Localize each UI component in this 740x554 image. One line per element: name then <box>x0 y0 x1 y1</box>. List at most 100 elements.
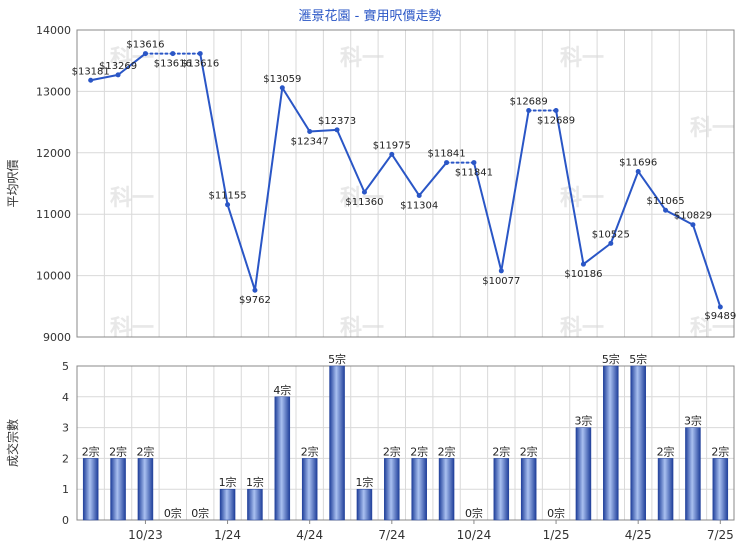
x-tick-label: 10/24 <box>457 528 492 542</box>
volume-data-label: 3宗 <box>574 414 592 428</box>
volume-bar <box>630 365 646 521</box>
watermark-text: 科一 <box>340 186 384 211</box>
price-plot-frame <box>76 29 735 338</box>
price-chart: 14000130001200011000100009000平均呎價$13181$… <box>6 24 736 344</box>
price-series-line-segment <box>500 109 530 272</box>
volume-data-label: 5宗 <box>328 352 346 366</box>
price-data-point <box>88 77 94 83</box>
x-tick-label: 4/25 <box>625 528 652 542</box>
volume-plot-frame <box>76 365 735 521</box>
price-data-label: $13616 <box>181 59 219 70</box>
price-data-label: $11304 <box>400 201 438 212</box>
price-data-point <box>471 160 477 166</box>
price-data-point <box>608 240 614 246</box>
x-tick-label: 1/25 <box>543 528 570 542</box>
price-y-tick-label: 9000 <box>43 331 71 344</box>
price-data-label: $12347 <box>291 136 329 147</box>
volume-data-label: 4宗 <box>273 383 291 397</box>
price-data-point <box>170 51 176 57</box>
volume-bar <box>685 427 701 521</box>
price-data-point <box>197 51 203 57</box>
price-data-point <box>416 193 422 199</box>
watermark-text: 科一 <box>690 116 734 141</box>
volume-data-label: 0宗 <box>191 506 209 520</box>
volume-bar <box>438 458 455 521</box>
volume-bar <box>247 488 263 521</box>
price-data-label: $11696 <box>619 157 657 168</box>
price-data-point <box>389 151 395 157</box>
price-data-label: $11065 <box>646 196 684 207</box>
volume-bar <box>493 458 510 521</box>
volume-data-label: 1宗 <box>246 475 264 489</box>
volume-y-tick-label: 3 <box>62 422 69 435</box>
price-data-point <box>635 168 641 174</box>
x-tick-label: 7/25 <box>707 528 734 542</box>
price-data-point <box>717 304 723 310</box>
volume-data-label: 1宗 <box>219 475 237 489</box>
price-data-label: $10077 <box>482 276 520 287</box>
price-data-label: $13269 <box>99 61 137 72</box>
price-data-label: $10525 <box>592 229 630 240</box>
volume-bar <box>219 488 236 521</box>
volume-bar <box>712 458 729 521</box>
volume-bar <box>329 365 345 521</box>
volume-y-tick-label: 2 <box>62 452 69 465</box>
volume-data-label: 5宗 <box>602 352 620 366</box>
price-data-label: $9762 <box>239 295 271 306</box>
volume-bar <box>520 458 537 521</box>
price-data-label: $13616 <box>126 40 164 51</box>
price-data-label: $9489 <box>704 311 736 322</box>
price-series-line-segment <box>363 153 393 194</box>
volume-bar <box>603 365 619 521</box>
volume-bar <box>82 458 99 521</box>
volume-bar <box>384 458 400 521</box>
volume-data-label: 2宗 <box>82 444 100 458</box>
price-y-tick-label: 10000 <box>36 270 71 283</box>
volume-data-label: 2宗 <box>657 444 675 458</box>
price-series-line-segment <box>308 128 339 133</box>
price-data-point <box>334 127 340 133</box>
price-data-point <box>580 261 586 267</box>
price-data-label: $10186 <box>564 269 602 280</box>
price-series-line-segment <box>253 86 284 292</box>
price-data-label: $13181 <box>72 66 110 77</box>
price-data-label: $11155 <box>208 191 246 202</box>
volume-bar <box>657 458 674 521</box>
price-series-line-segment <box>89 73 120 82</box>
price-series-line-segment <box>390 153 421 197</box>
x-tick-label: 4/24 <box>296 528 323 542</box>
volume-y-tick-label: 1 <box>62 483 69 496</box>
price-data-point <box>498 268 504 274</box>
price-data-point <box>553 107 559 113</box>
price-data-point <box>307 128 313 134</box>
price-data-point <box>526 107 532 113</box>
price-data-label: $11975 <box>373 140 411 151</box>
price-series-line-segment <box>281 86 311 133</box>
volume-data-label: 2宗 <box>410 444 428 458</box>
volume-data-label: 5宗 <box>629 352 647 366</box>
chart-title: 滙景花園 - 實用呎價走勢 <box>299 8 442 24</box>
price-series-line-segment <box>472 161 503 272</box>
price-series-line-segment <box>582 242 612 266</box>
price-data-label: $11360 <box>345 197 383 208</box>
volume-chart: 0 1 2 3 4 5 成交宗數 2宗 2宗 2宗 0宗 0宗 1宗 1宗 4宗 2宗 5宗 1宗 2宗 2宗 2宗 0宗… <box>5 352 735 542</box>
price-data-point <box>252 287 258 293</box>
x-tick-label: 10/23 <box>128 528 163 542</box>
price-data-point <box>663 207 669 213</box>
price-series-line-segment <box>336 128 366 194</box>
volume-data-label: 2宗 <box>109 444 127 458</box>
watermark-text: 科一 <box>340 46 384 71</box>
price-data-point <box>690 222 696 228</box>
volume-bar <box>411 458 427 521</box>
x-tick-label: 1/24 <box>214 528 241 542</box>
volume-data-label: 2宗 <box>492 444 510 458</box>
volume-data-label: 2宗 <box>711 444 729 458</box>
volume-bar <box>274 396 291 521</box>
price-data-label: $12689 <box>537 115 575 126</box>
price-data-label: $13616 <box>154 59 192 70</box>
price-y-axis-label: 平均呎價 <box>6 159 20 207</box>
price-data-label: $12689 <box>510 96 548 107</box>
price-series-line-segment <box>637 170 667 212</box>
price-data-point <box>361 189 367 195</box>
